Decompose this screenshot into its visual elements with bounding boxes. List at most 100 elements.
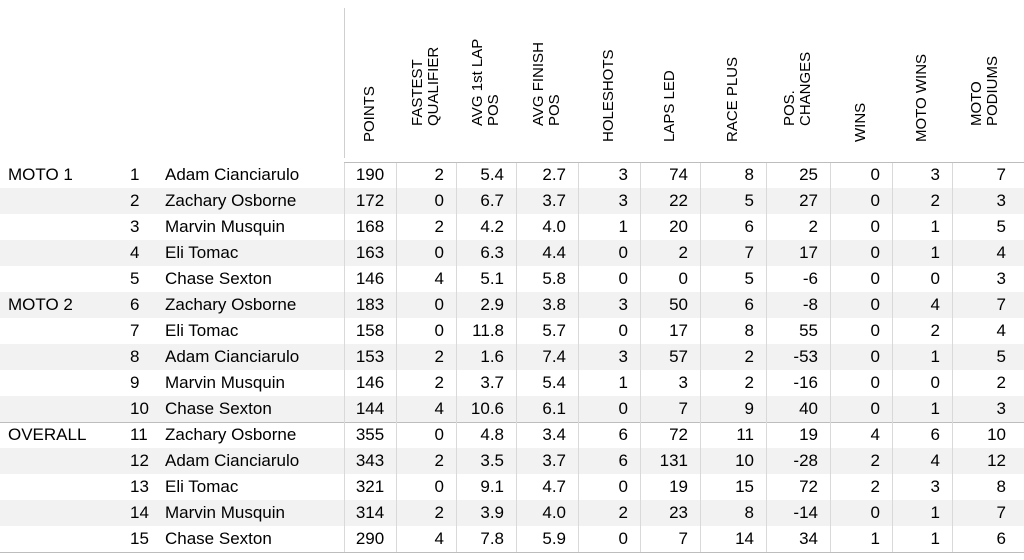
value-laps_led: 74 xyxy=(669,165,688,184)
rank-cell: 3 xyxy=(130,217,140,236)
rank-cell: 11 xyxy=(130,425,148,444)
rider-name: Eli Tomac xyxy=(165,477,239,496)
column-divider xyxy=(830,162,831,552)
rider-name: Zachary Osborne xyxy=(165,191,297,210)
value-fastest_qualifier: 4 xyxy=(434,529,444,548)
column-header-race_plus: RACE PLUS xyxy=(700,8,766,158)
value-laps_led: 3 xyxy=(678,373,688,392)
column-header-label: MOTO WINS xyxy=(913,53,930,142)
value-avg_finish_pos: 4.7 xyxy=(542,477,566,496)
rider-name: Adam Cianciarulo xyxy=(165,347,300,366)
header-divider xyxy=(344,8,345,158)
column-divider xyxy=(396,162,397,552)
value-laps_led: 50 xyxy=(669,295,688,314)
value-avg_finish_pos: 3.7 xyxy=(542,191,566,210)
value-avg_1st_lap_pos: 9.1 xyxy=(480,477,504,496)
column-header-label: WINS xyxy=(852,102,869,142)
value-moto_podiums: 7 xyxy=(996,295,1006,314)
value-moto_podiums: 3 xyxy=(996,269,1006,288)
value-fastest_qualifier: 2 xyxy=(434,217,444,236)
column-divider xyxy=(344,162,345,552)
value-pos_changes: 19 xyxy=(799,425,818,444)
value-moto_wins: 2 xyxy=(930,191,940,210)
value-moto_podiums: 4 xyxy=(996,321,1006,340)
value-moto_wins: 1 xyxy=(930,503,940,522)
value-laps_led: 20 xyxy=(669,217,688,236)
value-fastest_qualifier: 0 xyxy=(434,243,444,262)
value-fastest_qualifier: 0 xyxy=(434,295,444,314)
value-avg_finish_pos: 5.4 xyxy=(542,373,566,392)
value-holeshots: 3 xyxy=(618,191,628,210)
value-holeshots: 0 xyxy=(618,321,628,340)
value-avg_1st_lap_pos: 6.3 xyxy=(480,243,504,262)
rider-name: Marvin Musquin xyxy=(165,503,285,522)
group-divider xyxy=(0,552,1024,553)
value-avg_1st_lap_pos: 7.8 xyxy=(480,529,504,548)
value-avg_1st_lap_pos: 4.2 xyxy=(480,217,504,236)
value-wins: 0 xyxy=(870,295,880,314)
table-row: 10 Chase Sexton 144 4 10.6 6.1 0 7 9 40 0 1 3 xyxy=(0,396,1024,422)
table-row: OVERALL 11 Zachary Osborne 355 0 4.8 3.4 6 72 11 1… xyxy=(0,422,1024,448)
column-header-label: AVG 1st LAP POS xyxy=(469,38,502,126)
column-header-moto_wins: MOTO WINS xyxy=(892,8,952,158)
value-moto_wins: 0 xyxy=(930,269,940,288)
rank-cell: 12 xyxy=(130,451,149,470)
table-row: 8 Adam Cianciarulo 153 2 1.6 7.4 3 57 2 -53 0 1 5 xyxy=(0,344,1024,370)
value-avg_1st_lap_pos: 1.6 xyxy=(480,347,504,366)
value-holeshots: 0 xyxy=(618,269,628,288)
value-moto_podiums: 7 xyxy=(996,503,1006,522)
column-header-wins: WINS xyxy=(830,8,892,158)
value-moto_wins: 0 xyxy=(930,373,940,392)
value-avg_finish_pos: 5.7 xyxy=(542,321,566,340)
value-avg_1st_lap_pos: 6.7 xyxy=(480,191,504,210)
value-laps_led: 17 xyxy=(669,321,688,340)
rank-cell: 5 xyxy=(130,269,140,288)
value-points: 343 xyxy=(355,451,385,470)
table-row: 7 Eli Tomac 158 0 11.8 5.7 0 17 8 55 0 2 4 xyxy=(0,318,1024,344)
value-laps_led: 7 xyxy=(678,529,688,548)
value-pos_changes: 17 xyxy=(799,243,818,262)
column-header-label: POINTS xyxy=(361,86,378,142)
rider-name: Zachary Osborne xyxy=(165,295,297,314)
value-wins: 0 xyxy=(870,217,880,236)
value-holeshots: 6 xyxy=(618,451,628,470)
value-pos_changes: 55 xyxy=(799,321,818,340)
table-top-rule xyxy=(344,162,1024,163)
value-pos_changes: 25 xyxy=(799,165,818,184)
rank-cell: 9 xyxy=(130,373,140,392)
column-header-label: MOTO PODIUMS xyxy=(968,55,1001,126)
value-points: 183 xyxy=(355,295,385,314)
value-fastest_qualifier: 2 xyxy=(434,347,444,366)
value-avg_1st_lap_pos: 10.6 xyxy=(470,399,504,418)
rider-name: Chase Sexton xyxy=(165,269,272,288)
value-moto_podiums: 5 xyxy=(996,347,1006,366)
value-pos_changes: 2 xyxy=(808,217,818,236)
value-pos_changes: -16 xyxy=(793,373,818,392)
value-points: 144 xyxy=(355,399,385,418)
value-holeshots: 3 xyxy=(618,165,628,184)
value-fastest_qualifier: 0 xyxy=(434,191,444,210)
value-holeshots: 0 xyxy=(618,243,628,262)
rank-cell: 15 xyxy=(130,529,149,548)
value-pos_changes: 72 xyxy=(799,477,818,496)
value-avg_1st_lap_pos: 5.1 xyxy=(480,269,504,288)
value-avg_finish_pos: 4.0 xyxy=(542,217,566,236)
value-points: 314 xyxy=(355,503,385,522)
column-divider xyxy=(892,162,893,552)
value-wins: 0 xyxy=(870,503,880,522)
value-wins: 1 xyxy=(870,529,880,548)
value-fastest_qualifier: 4 xyxy=(434,269,444,288)
rider-name: Zachary Osborne xyxy=(165,425,297,444)
value-holeshots: 0 xyxy=(618,477,628,496)
value-avg_finish_pos: 5.9 xyxy=(542,529,566,548)
value-race_plus: 15 xyxy=(735,477,754,496)
value-holeshots: 1 xyxy=(618,373,628,392)
value-points: 163 xyxy=(355,243,385,262)
value-moto_wins: 4 xyxy=(930,451,940,470)
value-avg_finish_pos: 3.8 xyxy=(542,295,566,314)
value-moto_wins: 6 xyxy=(930,425,940,444)
table-row: 2 Zachary Osborne 172 0 6.7 3.7 3 22 5 27 0 2 3 xyxy=(0,188,1024,214)
rank-cell: 10 xyxy=(130,399,149,418)
value-laps_led: 22 xyxy=(669,191,688,210)
column-divider xyxy=(700,162,701,552)
